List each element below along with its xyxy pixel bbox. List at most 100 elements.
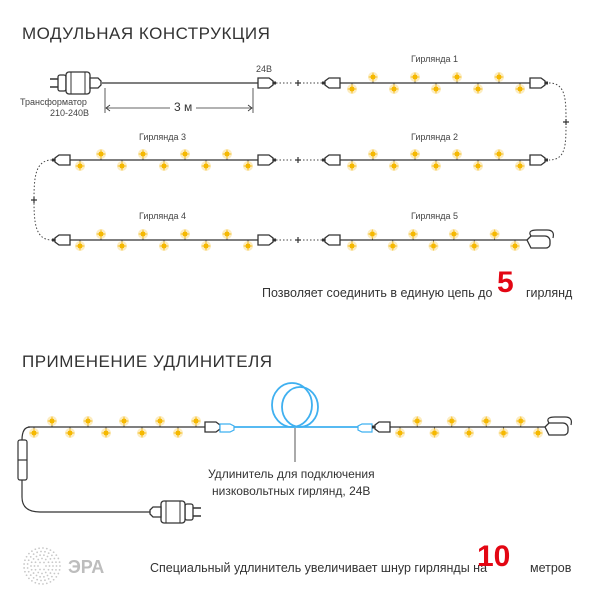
lamp-core <box>467 431 471 435</box>
lamp-icon <box>96 149 106 159</box>
connector-tip <box>322 238 325 242</box>
connector-body <box>204 421 221 433</box>
logo-dot <box>43 568 45 571</box>
section1-title: МОДУЛЬНАЯ КОНСТРУКЦИЯ <box>22 24 271 43</box>
logo-dot <box>35 574 38 577</box>
lamp-core <box>392 87 396 91</box>
transformer-plug-icon <box>50 71 102 95</box>
plus-icon <box>295 237 301 243</box>
logo-dot <box>30 550 33 553</box>
lamp-core <box>476 164 480 168</box>
lamp-core <box>122 419 126 423</box>
logo-dot <box>36 551 39 554</box>
lamp-icon <box>431 161 441 171</box>
lamp-icon <box>473 161 483 171</box>
feeder-wire <box>21 426 31 441</box>
logo-dot <box>28 552 30 555</box>
lamp-core <box>120 164 124 168</box>
lamp-icon <box>395 428 405 438</box>
logo-dot <box>34 548 37 551</box>
logo-dot <box>43 554 45 557</box>
lamp-core <box>518 87 522 91</box>
extension-coil <box>281 386 319 428</box>
logo-dot <box>53 572 56 575</box>
logo-dot <box>32 553 35 556</box>
lamp-core <box>390 244 395 248</box>
connector-body <box>374 421 391 433</box>
lamp-core <box>476 87 480 91</box>
lamp-core <box>451 232 456 236</box>
logo-dot <box>24 559 26 562</box>
transformer-plug-icon <box>149 500 201 524</box>
lamp-icon <box>138 149 148 159</box>
connector-tip <box>273 238 276 242</box>
lamp-icon <box>119 416 129 426</box>
plug-head <box>57 74 67 92</box>
lamp-icon <box>180 229 190 239</box>
logo-dot <box>45 565 47 567</box>
garland-input <box>372 421 391 433</box>
plug-ribs <box>165 501 181 523</box>
lamp-icon <box>431 84 441 94</box>
logo-dot <box>39 575 41 578</box>
logo-dot <box>28 577 30 580</box>
lamp-icon <box>494 72 504 82</box>
dimension-arrows <box>105 104 253 112</box>
plus-icon <box>31 197 37 203</box>
connector-body <box>54 234 71 246</box>
lamp-icon <box>515 84 525 94</box>
logo-dot <box>50 575 53 578</box>
connector-body <box>54 154 71 166</box>
logo-dot <box>57 572 60 575</box>
lamp-core <box>413 152 417 156</box>
connector-body <box>529 77 546 89</box>
lamp-core <box>141 232 145 236</box>
logo-dot <box>47 577 50 580</box>
logo-dot <box>37 565 39 567</box>
logo-dot <box>30 565 32 567</box>
dotted-link <box>548 82 567 161</box>
logo-dot <box>49 572 52 574</box>
cable-length: 3 м <box>170 100 197 114</box>
logo-dot <box>49 558 52 560</box>
logo-dot <box>40 579 42 582</box>
plug-tail <box>149 506 162 518</box>
logo-dot <box>26 563 29 565</box>
connector-tip <box>322 158 325 162</box>
lamp-core <box>183 152 187 156</box>
logo-dot <box>25 574 28 577</box>
logo-dot <box>47 552 50 555</box>
lamp-icon <box>533 428 543 438</box>
lamp-core <box>50 419 54 423</box>
logo-dot <box>23 567 26 569</box>
plus-icon <box>295 157 301 163</box>
garland-4-output <box>257 234 276 246</box>
logo-dot <box>39 568 41 571</box>
lamp-core <box>398 431 402 435</box>
logo-dot <box>52 565 54 567</box>
lamp-icon <box>101 428 111 438</box>
lamp-core <box>501 431 506 435</box>
lamp-core <box>370 232 375 236</box>
garland-3-input <box>52 154 71 166</box>
logo-dot <box>27 570 30 573</box>
feeder-wire <box>21 480 150 513</box>
garland-5-label: Гирлянда 5 <box>411 211 458 221</box>
extension-input-connector <box>219 423 235 433</box>
connector-body <box>257 77 274 89</box>
lamp-core <box>455 75 459 79</box>
lamp-icon <box>510 241 520 251</box>
era-logo-icon: ЭРА <box>23 547 104 585</box>
logo-dot <box>32 558 35 560</box>
logo-dot <box>43 575 45 578</box>
logo-dot <box>45 582 48 585</box>
lamp-icon <box>452 149 462 159</box>
logo-dot <box>39 554 41 557</box>
lamp-icon <box>96 229 106 239</box>
lamp-icon <box>83 416 93 426</box>
end-cap-loop <box>529 229 554 239</box>
connector-tip <box>273 158 276 162</box>
lamp-icon <box>387 241 398 251</box>
transformer-label: Трансформатор <box>20 97 87 107</box>
